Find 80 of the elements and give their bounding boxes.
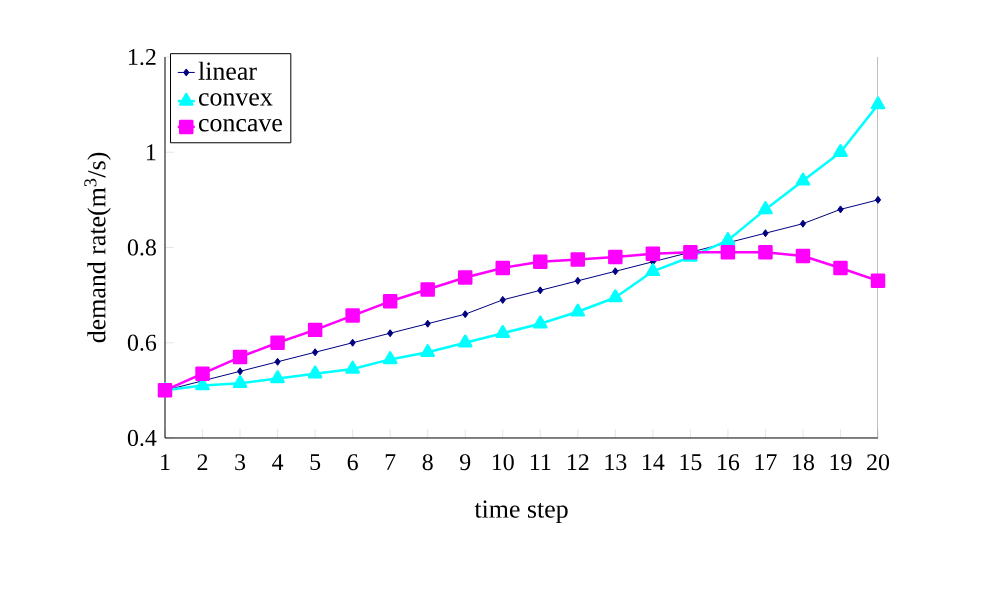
x-tick-label: 13 — [605, 454, 627, 471]
legend-label: linear — [198, 61, 257, 80]
point — [420, 344, 436, 358]
point — [311, 348, 319, 357]
point — [837, 205, 844, 214]
point — [232, 374, 248, 388]
legend-label: concave — [198, 119, 282, 132]
x-tick-label: 9 — [460, 454, 471, 471]
point — [345, 308, 360, 323]
y-axis-title: demand rate(m$^{3}$/s) — [84, 152, 111, 343]
x-tick-label: 16 — [718, 454, 740, 471]
point — [236, 367, 244, 376]
point — [612, 267, 619, 276]
point — [758, 201, 773, 215]
point — [457, 270, 473, 285]
point — [495, 260, 510, 276]
point — [387, 329, 394, 338]
point — [870, 273, 886, 289]
x-tick-label: 15 — [680, 454, 702, 471]
x-tick-label: 18 — [793, 454, 814, 471]
x-tick-label: 12 — [567, 454, 589, 470]
x-tick-label: 20 — [867, 454, 890, 471]
y-tick-label: 0.4 — [127, 429, 157, 447]
point — [720, 232, 736, 246]
x-tick-label: 14 — [642, 454, 665, 470]
x-tick-label: 4 — [272, 454, 284, 470]
point — [570, 252, 586, 267]
point — [195, 366, 210, 381]
point — [462, 310, 469, 319]
point — [457, 334, 473, 348]
point — [307, 322, 323, 338]
y-tick-label: 0.6 — [127, 334, 157, 351]
point — [274, 357, 281, 366]
point — [608, 289, 623, 303]
x-tick-label: 11 — [530, 454, 551, 470]
point — [533, 254, 548, 270]
point — [307, 365, 323, 379]
point — [795, 172, 811, 186]
x-tick-label: 3 — [235, 454, 246, 471]
point — [645, 263, 661, 277]
y-tick-label: 1.2 — [129, 48, 156, 66]
point — [349, 338, 356, 347]
point — [537, 286, 544, 295]
point — [382, 294, 398, 309]
point — [345, 360, 360, 374]
point — [874, 195, 882, 204]
point — [645, 246, 661, 261]
point — [420, 282, 435, 297]
point — [870, 96, 886, 110]
x-tick-label: 7 — [385, 454, 396, 470]
point — [270, 335, 285, 350]
x-tick-label: 2 — [197, 454, 208, 470]
x-tick-label: 19 — [830, 454, 852, 471]
x-tick-label: 1 — [161, 454, 170, 470]
point — [382, 351, 398, 365]
point — [495, 324, 511, 338]
point — [532, 315, 548, 329]
point — [833, 260, 848, 276]
x-tick-label: 5 — [310, 454, 321, 471]
point — [799, 219, 807, 228]
y-tick-label: 1 — [146, 144, 156, 161]
y-tick-label: 0.8 — [127, 239, 156, 256]
point — [762, 229, 769, 238]
legend-label: convex — [198, 93, 273, 106]
point — [270, 370, 285, 384]
point — [232, 349, 248, 365]
x-axis-title: time step — [474, 500, 568, 524]
x-tick-label: 10 — [492, 454, 514, 471]
point — [758, 245, 773, 260]
point — [833, 143, 848, 157]
point — [720, 245, 736, 260]
point — [570, 303, 586, 317]
point — [795, 248, 811, 264]
x-tick-label: 17 — [755, 454, 777, 470]
x-tick-label: 8 — [422, 454, 433, 471]
point — [424, 319, 431, 328]
point — [574, 276, 581, 285]
point — [499, 295, 506, 304]
point — [608, 249, 623, 265]
x-tick-label: 6 — [347, 454, 358, 471]
